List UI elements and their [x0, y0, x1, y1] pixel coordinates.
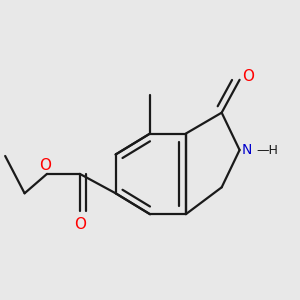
Text: N: N [242, 143, 252, 157]
Text: O: O [40, 158, 52, 173]
Text: O: O [242, 69, 254, 84]
Text: O: O [74, 217, 86, 232]
Text: —H: —H [256, 143, 278, 157]
